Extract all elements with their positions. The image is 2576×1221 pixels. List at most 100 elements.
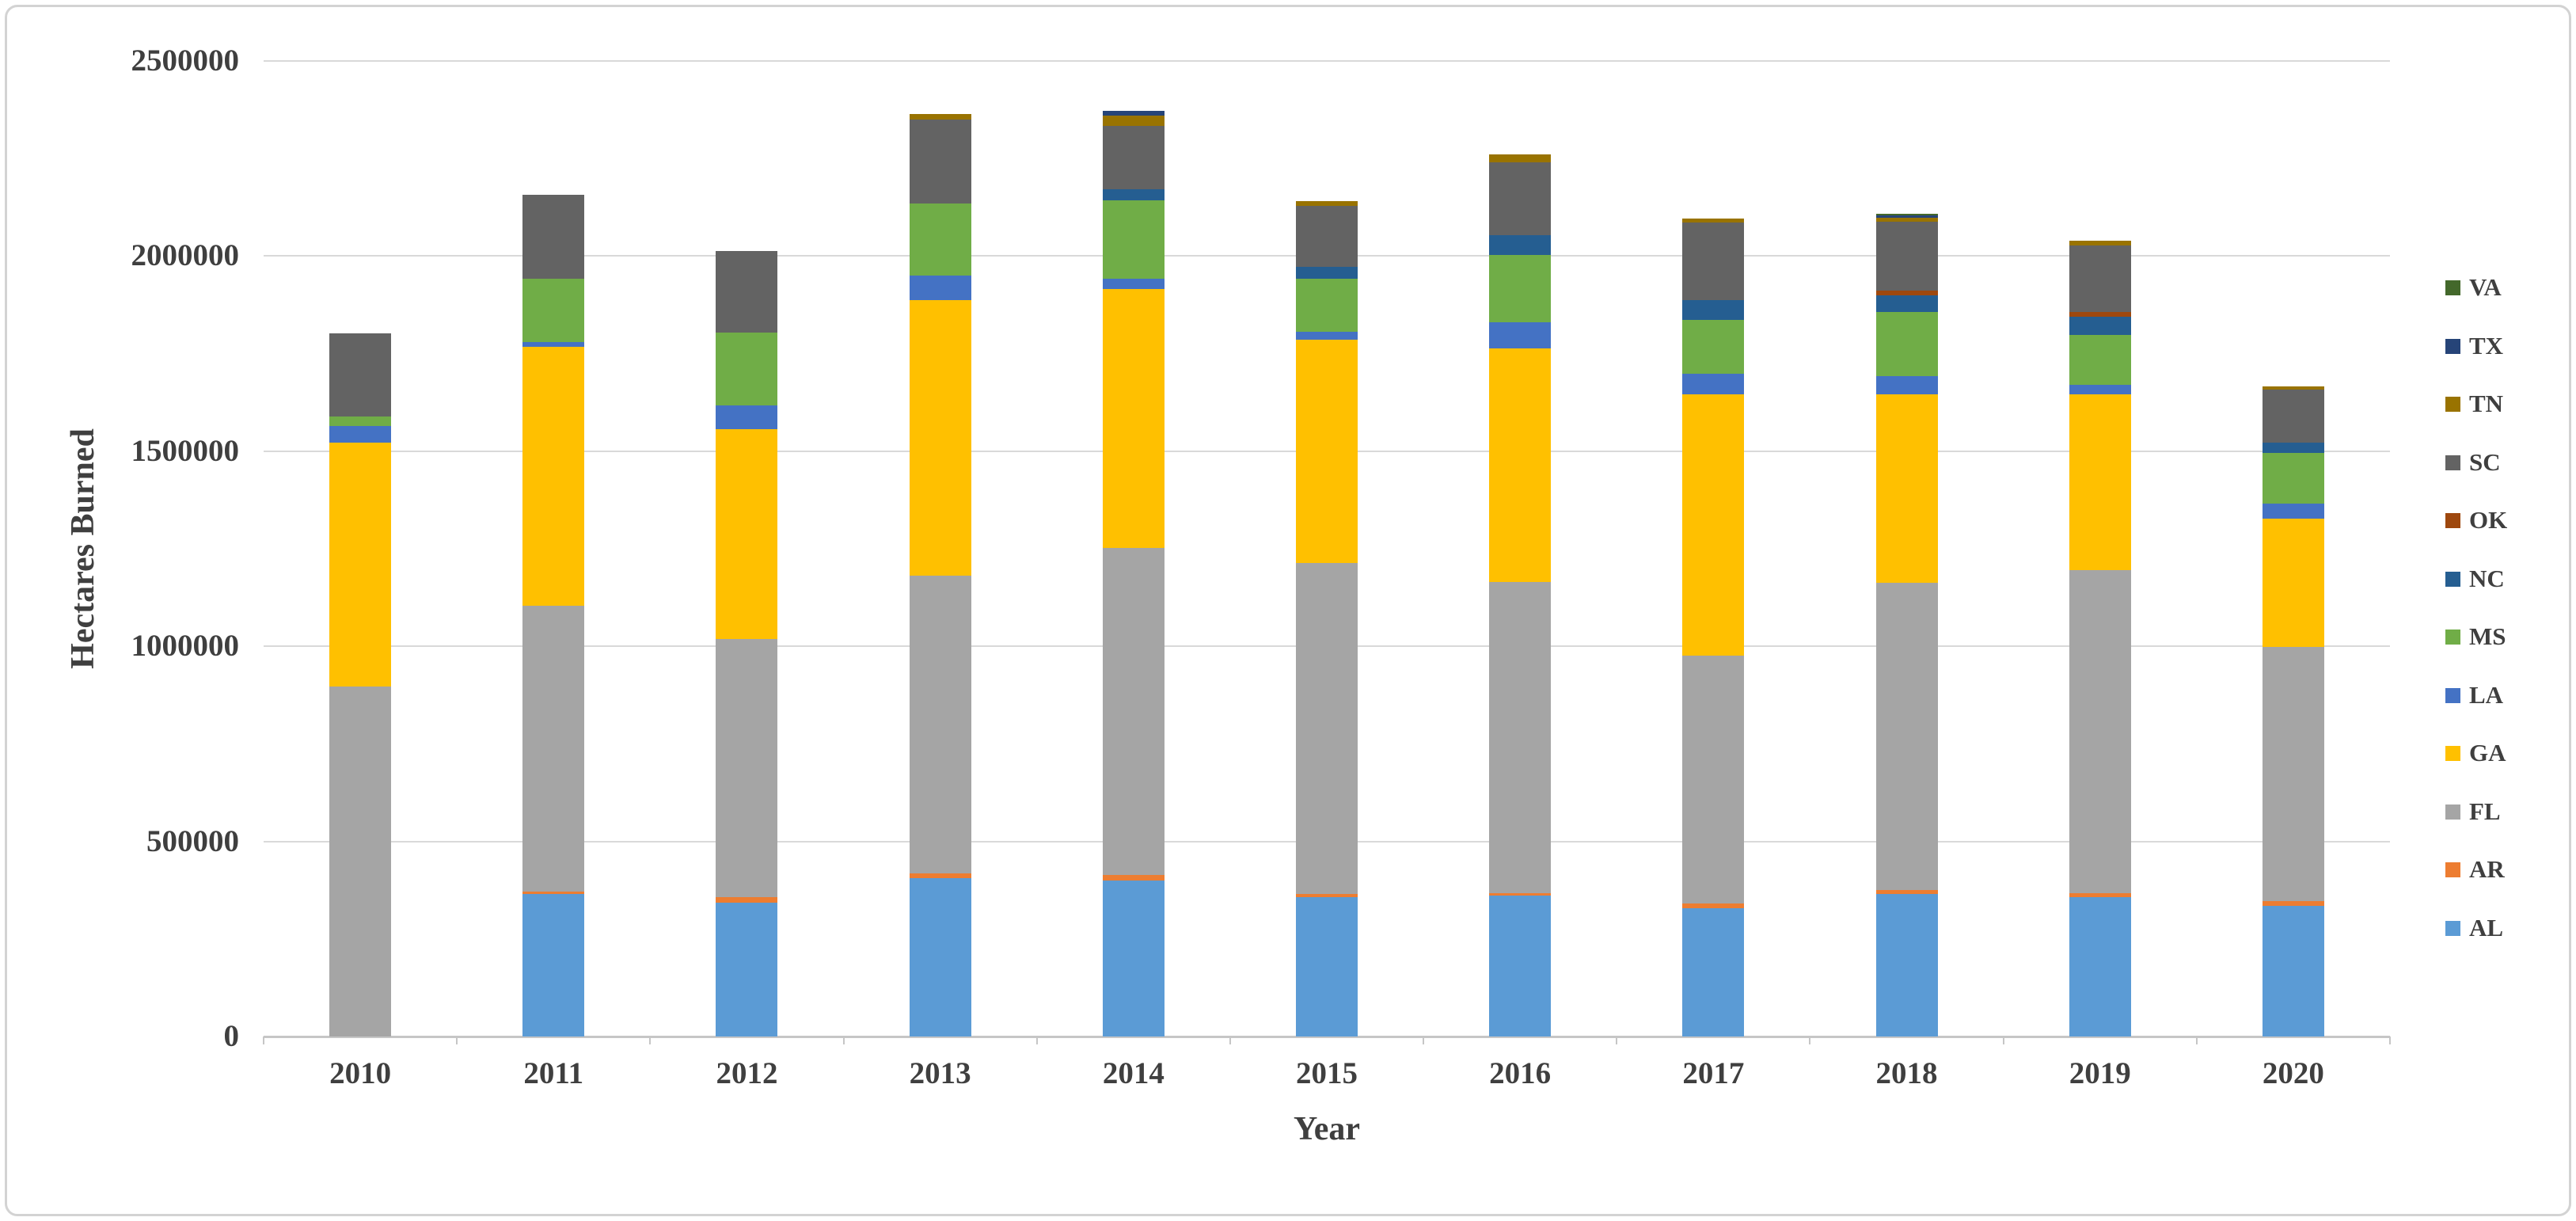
- bar-segment-2014-AR: [1102, 874, 1165, 881]
- x-category-label-2010: 2010: [329, 1056, 392, 1090]
- bar-segment-2010-GA: [329, 443, 392, 687]
- y-gridline: [264, 60, 2390, 62]
- bar-segment-2020-MS: [2262, 453, 2324, 504]
- bar-segment-2011-AL: [522, 893, 585, 1037]
- bar-segment-2019-AL: [2069, 897, 2131, 1037]
- bar-segment-2014-GA: [1102, 289, 1165, 548]
- bar-segment-2020-AR: [2262, 900, 2324, 906]
- bar-segment-2020-FL: [2262, 646, 2324, 901]
- x-axis-tick: [1809, 1037, 1811, 1044]
- x-axis-tick: [842, 1037, 845, 1044]
- legend-label-OK: OK: [2469, 506, 2508, 534]
- bar-segment-2016-AL: [1489, 895, 1552, 1037]
- bar-segment-2013-LA: [909, 276, 971, 301]
- bar-segment-2015-GA: [1296, 340, 1358, 563]
- bar-segment-2016-FL: [1489, 582, 1552, 894]
- bar-segment-2015-NC: [1296, 266, 1358, 280]
- y-tick-label: 0: [223, 1019, 240, 1053]
- legend-item-AR: AR: [2445, 852, 2556, 887]
- x-axis-title: Year: [1294, 1111, 1360, 1147]
- x-axis-tick: [1616, 1037, 1618, 1044]
- bar-segment-2017-AR: [1682, 903, 1745, 908]
- bar-segment-2015-FL: [1296, 562, 1358, 895]
- legend-item-LA: LA: [2445, 678, 2556, 713]
- bar-segment-2018-LA: [1875, 376, 1938, 395]
- bar-segment-2018-OK: [1875, 290, 1938, 295]
- y-axis-title: Hectares Burned: [65, 428, 101, 669]
- x-category-label-2013: 2013: [909, 1056, 971, 1090]
- bar-segment-2013-GA: [909, 300, 971, 576]
- bar-segment-2011-MS: [522, 279, 585, 343]
- legend-item-GA: GA: [2445, 736, 2556, 770]
- legend-label-AL: AL: [2469, 913, 2504, 941]
- bar-segment-2013-FL: [909, 576, 971, 873]
- legend-item-TX: TX: [2445, 329, 2556, 363]
- bar-segment-2020-AL: [2262, 905, 2324, 1037]
- legend-label-NC: NC: [2469, 564, 2505, 592]
- bar-segment-2016-NC: [1489, 234, 1552, 255]
- bar-segment-2015-SC: [1296, 205, 1358, 267]
- x-category-label-2018: 2018: [1875, 1056, 1938, 1090]
- bar-segment-2018-NC: [1875, 295, 1938, 312]
- bar-segment-2016-AR: [1489, 893, 1552, 896]
- bar-segment-2018-GA: [1875, 394, 1938, 584]
- bar-segment-2019-OK: [2069, 312, 2131, 318]
- bar-segment-2013-SC: [909, 119, 971, 204]
- bar-segment-2014-TX: [1102, 111, 1165, 116]
- legend-swatch-TN: [2445, 397, 2460, 412]
- legend-label-TN: TN: [2469, 390, 2504, 417]
- bar-segment-2018-SC: [1875, 221, 1938, 291]
- bar-segment-2011-LA: [522, 342, 585, 348]
- bar-segment-2014-NC: [1102, 188, 1165, 201]
- bar-segment-2014-TN: [1102, 115, 1165, 126]
- legend-label-LA: LA: [2469, 680, 2504, 709]
- legend-swatch-LA: [2445, 687, 2460, 703]
- bar-segment-2015-LA: [1296, 332, 1358, 340]
- y-tick-label: 2500000: [131, 44, 240, 78]
- bar-segment-2011-FL: [522, 606, 585, 892]
- legend-item-SC: SC: [2445, 445, 2556, 480]
- bar-segment-2016-MS: [1489, 254, 1552, 323]
- bar-segment-2017-TN: [1682, 219, 1745, 223]
- x-axis-tick: [2389, 1037, 2391, 1044]
- bar-segment-2019-TN: [2069, 241, 2131, 246]
- bar-segment-2018-AR: [1875, 889, 1938, 894]
- legend-item-AL: AL: [2445, 911, 2556, 945]
- bar-segment-2018-FL: [1875, 583, 1938, 890]
- legend-swatch-OK: [2445, 513, 2460, 528]
- bar-segment-2018-MS: [1875, 311, 1938, 377]
- bar-segment-2013-AL: [909, 878, 971, 1037]
- legend-label-FL: FL: [2469, 797, 2501, 825]
- x-axis-tick: [649, 1037, 652, 1044]
- x-axis-tick: [1423, 1037, 1425, 1044]
- bar-segment-2016-TN: [1489, 154, 1552, 162]
- bar-segment-2015-AR: [1296, 894, 1358, 898]
- legend-item-FL: FL: [2445, 794, 2556, 829]
- bar-segment-2012-SC: [716, 250, 778, 333]
- bar-segment-2012-AR: [716, 897, 778, 903]
- bar-segment-2012-GA: [716, 428, 778, 639]
- bar-segment-2014-SC: [1102, 125, 1165, 189]
- bar-segment-2019-AR: [2069, 893, 2131, 898]
- x-axis-tick: [2195, 1037, 2198, 1044]
- bar-segment-2017-GA: [1682, 394, 1745, 656]
- bar-segment-2017-LA: [1682, 374, 1745, 395]
- bar-segment-2019-SC: [2069, 245, 2131, 313]
- legend-swatch-AL: [2445, 920, 2460, 936]
- bar-segment-2020-GA: [2262, 518, 2324, 647]
- bar-segment-2018-TN: [1875, 217, 1938, 222]
- legend-label-AR: AR: [2469, 855, 2505, 883]
- bar-segment-2014-LA: [1102, 279, 1165, 290]
- legend-item-MS: MS: [2445, 619, 2556, 654]
- bar-segment-2016-SC: [1489, 162, 1552, 235]
- legend-swatch-AR: [2445, 862, 2460, 877]
- legend-swatch-SC: [2445, 455, 2460, 470]
- bar-segment-2019-LA: [2069, 384, 2131, 395]
- x-category-label-2012: 2012: [716, 1056, 778, 1090]
- x-category-label-2016: 2016: [1489, 1056, 1552, 1090]
- legend-swatch-GA: [2445, 746, 2460, 761]
- bar-segment-2017-SC: [1682, 223, 1745, 301]
- bar-segment-2012-LA: [716, 405, 778, 429]
- bar-segment-2019-MS: [2069, 335, 2131, 385]
